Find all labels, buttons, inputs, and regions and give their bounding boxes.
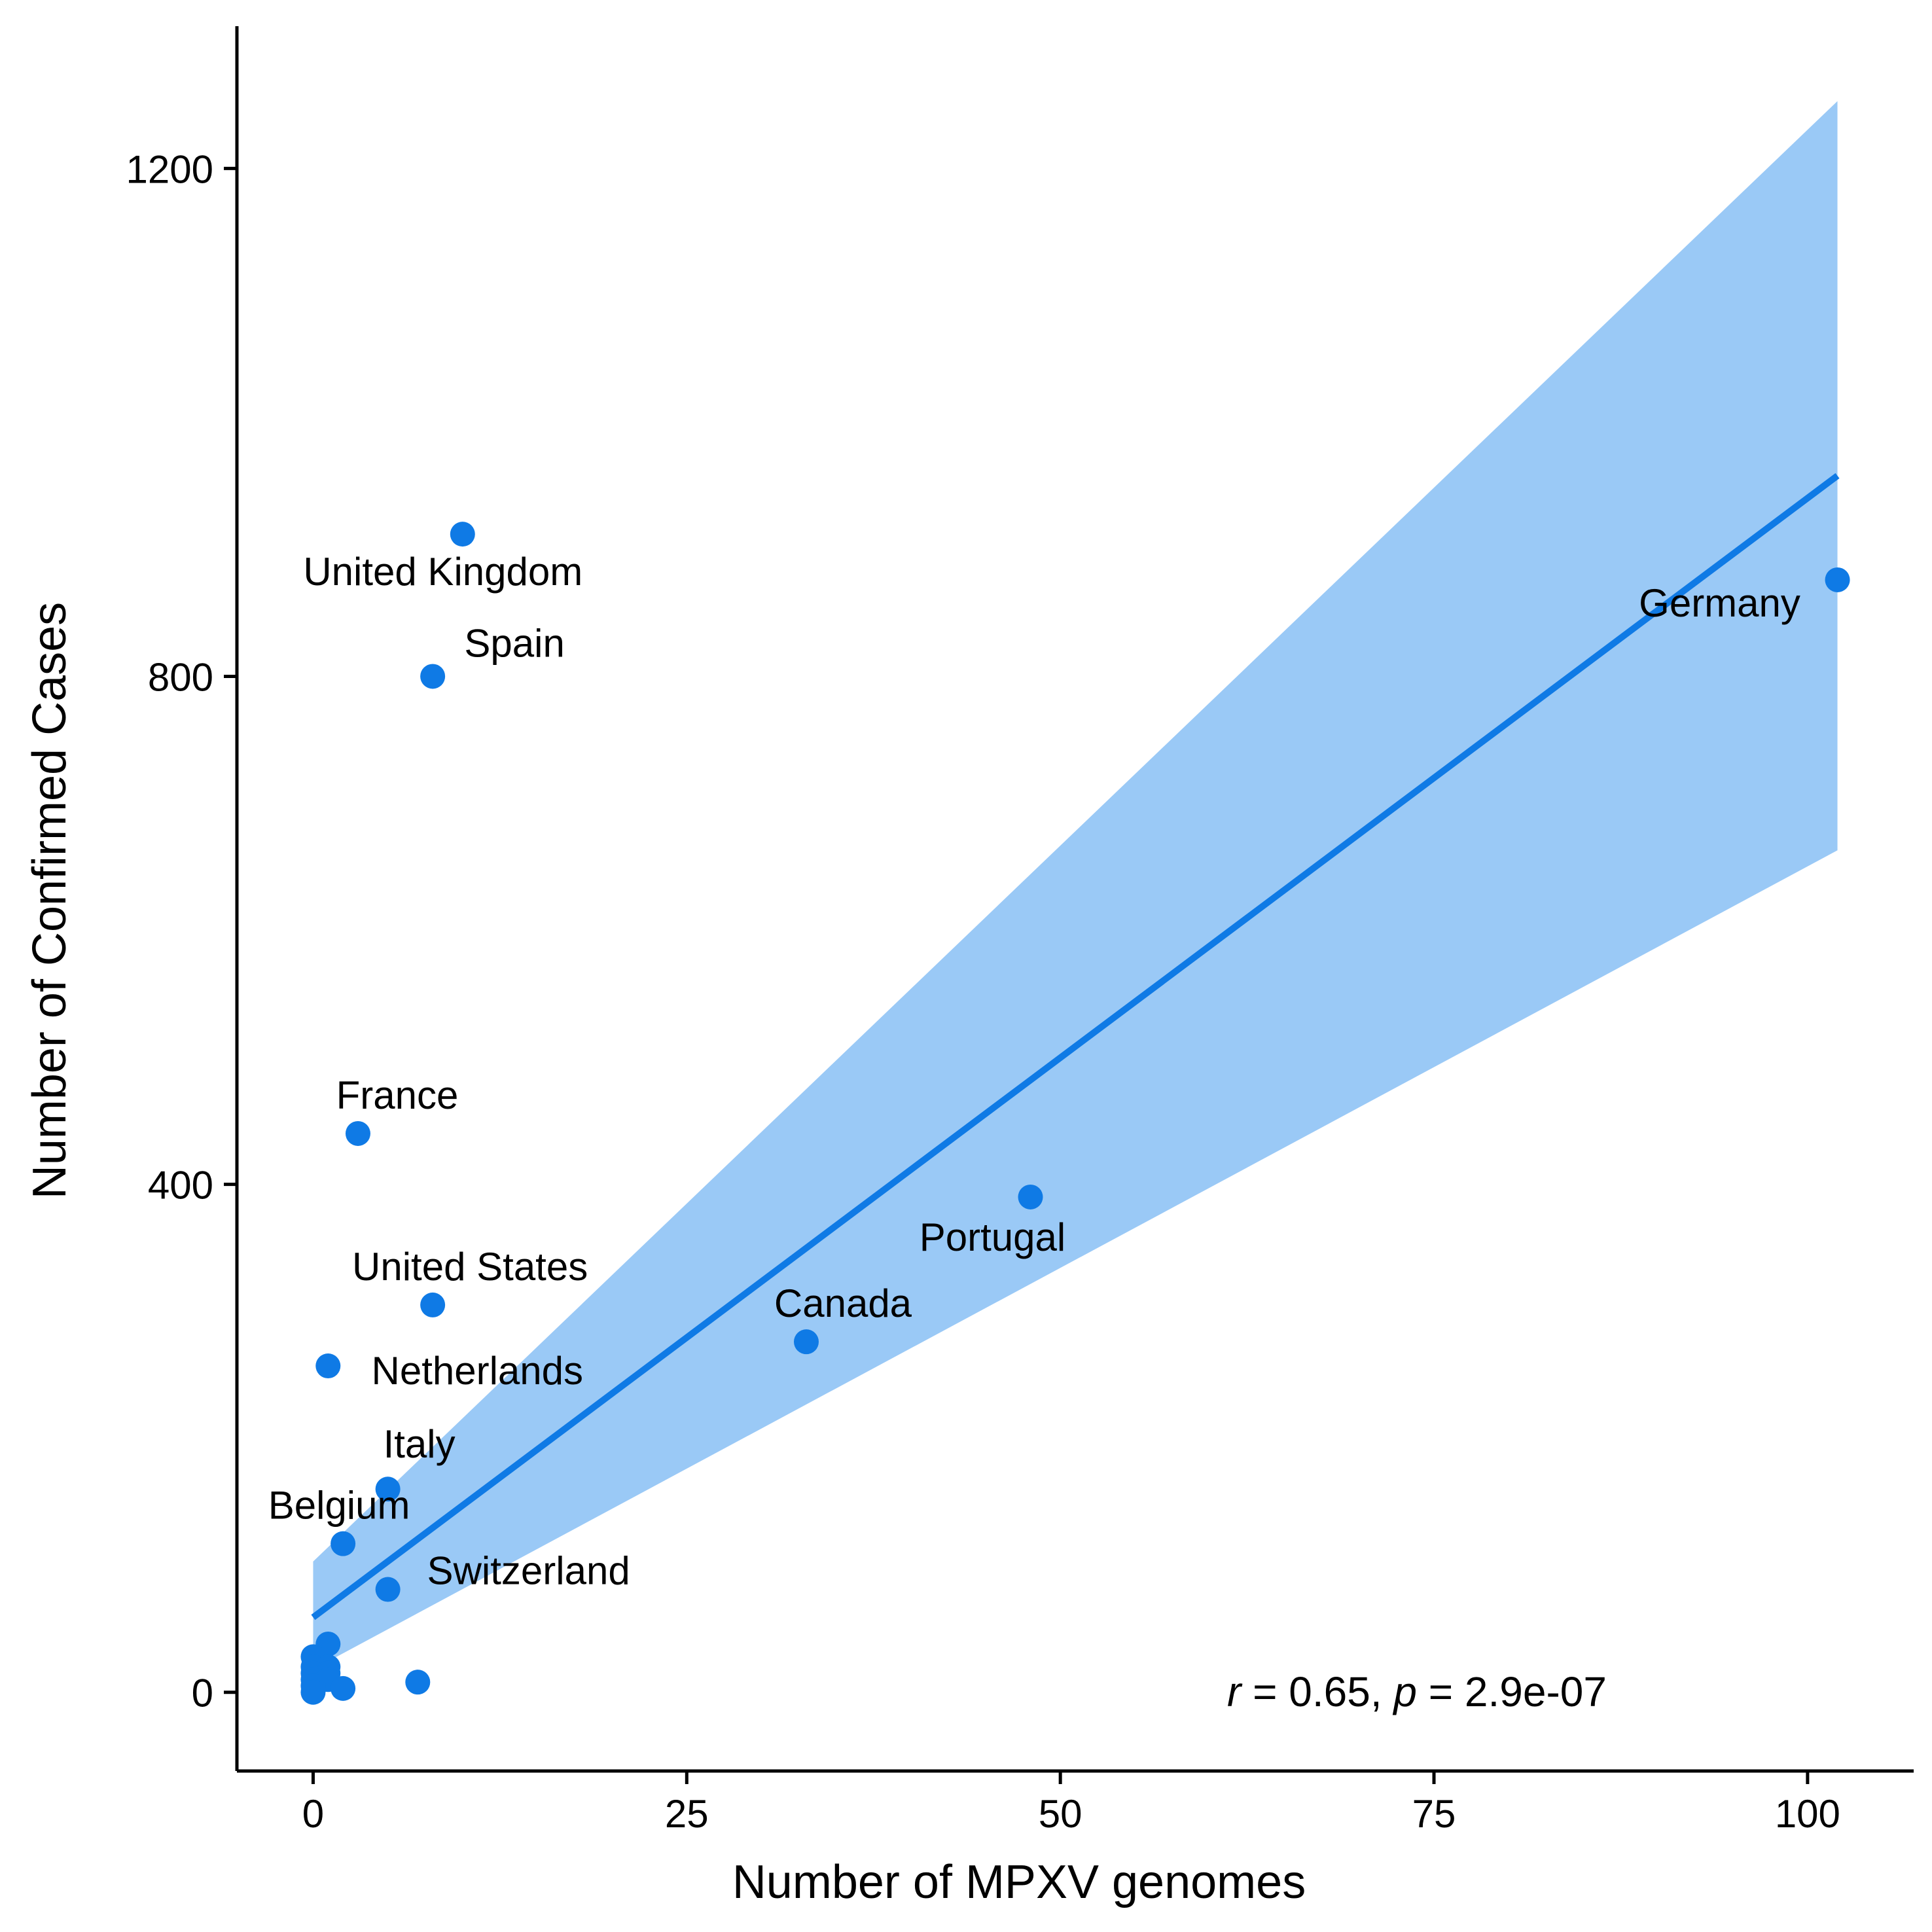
data-point	[450, 522, 475, 547]
y-axis-title: Number of Confirmed Cases	[24, 602, 76, 1199]
confidence-band-layer	[313, 101, 1838, 1670]
data-point	[1825, 567, 1850, 592]
points-layer	[300, 522, 1850, 1705]
x-axis-title: Number of MPXV genomes	[732, 1856, 1306, 1908]
correlation-annotation: r = 0.65, p = 2.9e-07	[1227, 1668, 1607, 1715]
data-point	[300, 1679, 326, 1705]
data-point	[331, 1531, 356, 1556]
point-label: Portugal	[920, 1215, 1065, 1259]
data-point	[375, 1577, 401, 1602]
point-label: Belgium	[268, 1484, 410, 1528]
point-label: United States	[352, 1245, 588, 1289]
y-tick-label: 800	[148, 655, 213, 699]
point-label: Switzerland	[427, 1549, 630, 1593]
data-point	[345, 1120, 370, 1146]
data-point	[375, 1476, 401, 1502]
data-point	[793, 1329, 819, 1355]
point-label: Spain	[464, 621, 564, 665]
data-point	[420, 1292, 446, 1317]
point-label: Germany	[1639, 581, 1800, 625]
x-tick-label: 50	[1039, 1792, 1082, 1836]
x-tick-label: 100	[1775, 1792, 1840, 1836]
point-labels-layer: United Kingdom Spain Germany France Portugal…	[268, 550, 1800, 1592]
data-point	[315, 1353, 341, 1379]
confidence-band	[313, 101, 1838, 1670]
x-tick-label: 0	[302, 1792, 324, 1836]
point-label: Italy	[384, 1422, 456, 1466]
point-label: France	[336, 1073, 459, 1117]
data-point	[420, 664, 446, 689]
point-label: Canada	[774, 1281, 912, 1325]
p-symbol: p	[1392, 1668, 1417, 1715]
fit-line	[311, 473, 1840, 1620]
point-label: Netherlands	[372, 1349, 584, 1393]
x-tick-label: 25	[665, 1792, 709, 1836]
y-tick-label: 1200	[126, 147, 213, 191]
fit-line-layer	[311, 473, 1840, 1620]
x-tick-label: 75	[1412, 1792, 1456, 1836]
y-tick-label: 0	[192, 1672, 213, 1715]
data-point	[405, 1670, 431, 1695]
r-value: = 0.65,	[1241, 1668, 1393, 1715]
data-point	[331, 1675, 356, 1701]
point-label: United Kingdom	[303, 550, 582, 594]
y-tick-label: 400	[148, 1164, 213, 1208]
r-symbol: r	[1227, 1668, 1243, 1715]
p-value: = 2.9e-07	[1417, 1668, 1607, 1715]
data-point	[1018, 1184, 1043, 1209]
axes-layer: 0 25 50 75 100 0 400 800 1200	[126, 26, 1914, 1836]
